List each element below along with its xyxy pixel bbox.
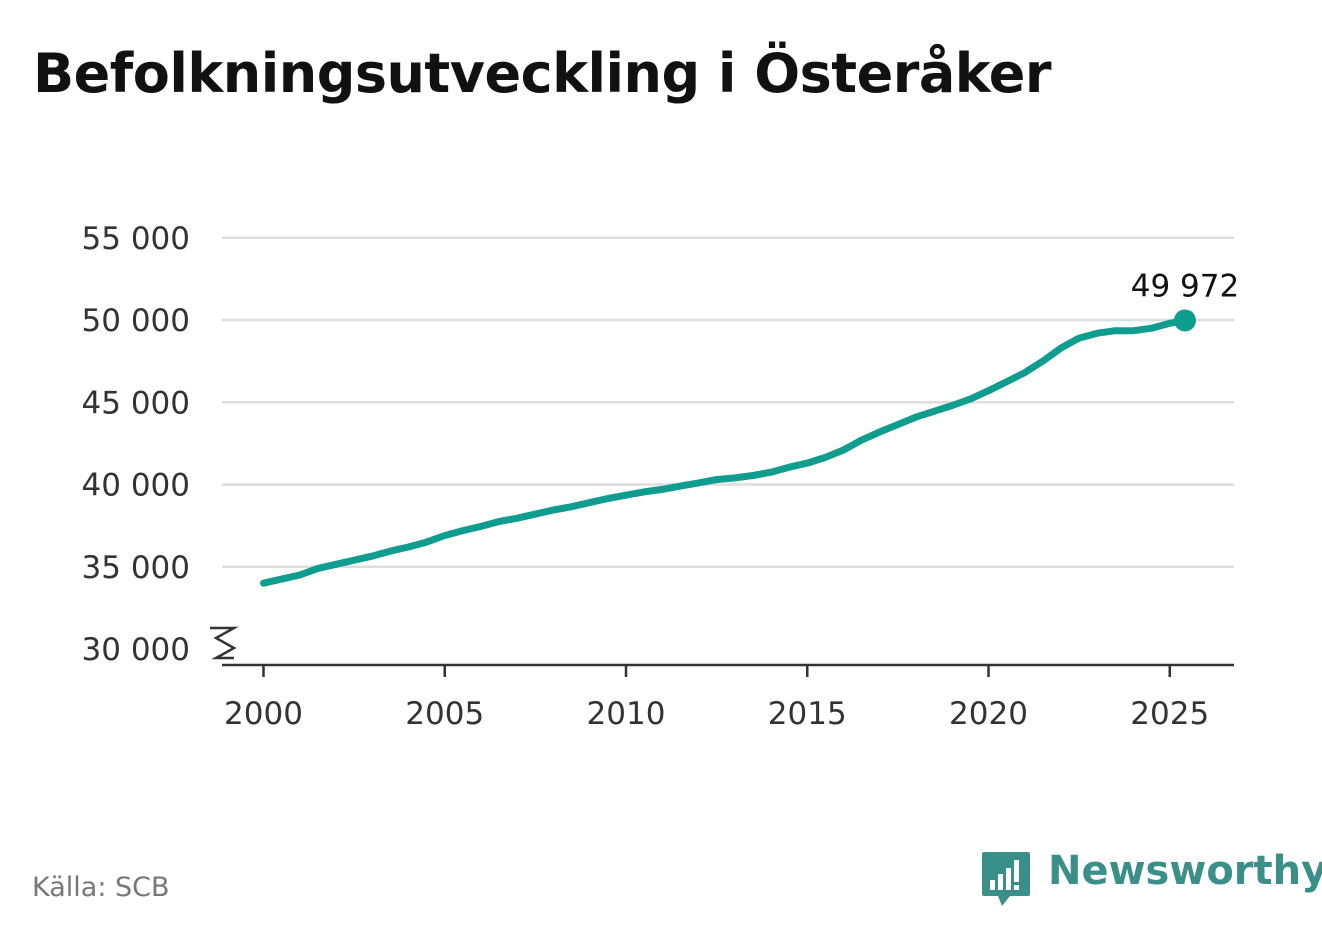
- axis-break-mark: [210, 626, 239, 660]
- x-axis: [210, 626, 1234, 677]
- end-point-marker: [1173, 309, 1196, 332]
- y-tick-label: 35 000: [82, 550, 190, 586]
- y-tick-label: 40 000: [82, 468, 190, 504]
- x-tick-label: 2010: [587, 696, 666, 732]
- x-tick-label: 2025: [1130, 696, 1209, 732]
- y-tick-label: 50 000: [82, 303, 190, 339]
- population-line: [260, 317, 1189, 587]
- x-axis-tick-labels: 2000 2005 2010 2015 2020 2025: [224, 696, 1209, 732]
- x-tick-label: 2000: [224, 696, 303, 732]
- x-tick-label: 2015: [768, 696, 847, 732]
- x-tick-label: 2020: [949, 696, 1028, 732]
- y-tick-label: 45 000: [82, 385, 190, 421]
- x-tick-label: 2005: [405, 696, 484, 732]
- y-tick-label: 55 000: [82, 221, 190, 257]
- gridlines: [222, 236, 1234, 568]
- y-axis-tick-labels: 30 000 35 000 40 000 45 000 50 000 55 000: [82, 221, 190, 668]
- end-value-label: 49 972: [1131, 268, 1239, 304]
- series: 49 972: [260, 268, 1239, 587]
- newsworthy-logo-icon: [982, 852, 1030, 906]
- y-tick-label: 30 000: [82, 632, 190, 668]
- brand-name: Newsworthy: [1048, 848, 1322, 894]
- chart-title: Befolkningsutveckling i Österåker: [33, 42, 1052, 105]
- source-note: Källa: SCB: [32, 872, 170, 903]
